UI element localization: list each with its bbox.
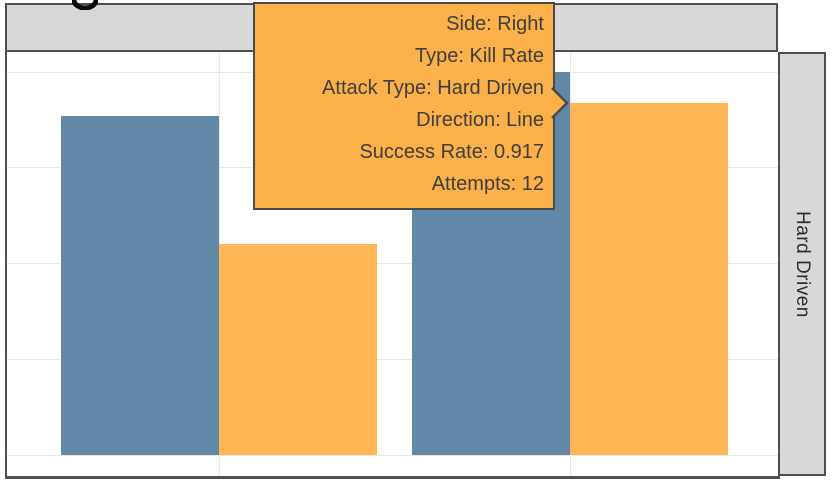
bar-blue-category-0[interactable]	[60, 115, 219, 455]
tooltip-line-type: Type: Kill Rate	[415, 45, 544, 67]
tooltip-line-side: Side: Right	[446, 13, 544, 35]
bar-orange-category-1[interactable]	[570, 103, 728, 455]
tooltip-line-attack-type: Attack Type: Hard Driven	[322, 77, 544, 99]
tooltip-line-success-rate: Success Rate: 0.917	[359, 141, 544, 163]
gridline-y-0.5	[7, 263, 780, 265]
tooltip-pointer-icon	[551, 87, 569, 119]
bar-orange-category-0[interactable]	[218, 244, 377, 455]
hover-tooltip: Side: Right Type: Kill Rate Attack Type:…	[253, 2, 555, 210]
gridline-y-0	[7, 455, 780, 456]
gridline-y-0.25	[7, 359, 780, 361]
cropped-title-glyph	[72, 0, 98, 10]
facet-row-label: Hard Driven	[792, 210, 813, 318]
facet-row-strip: Hard Driven	[778, 52, 826, 476]
tooltip-line-direction: Direction: Line	[416, 109, 544, 131]
tooltip-line-attempts: Attempts: 12	[431, 173, 544, 195]
